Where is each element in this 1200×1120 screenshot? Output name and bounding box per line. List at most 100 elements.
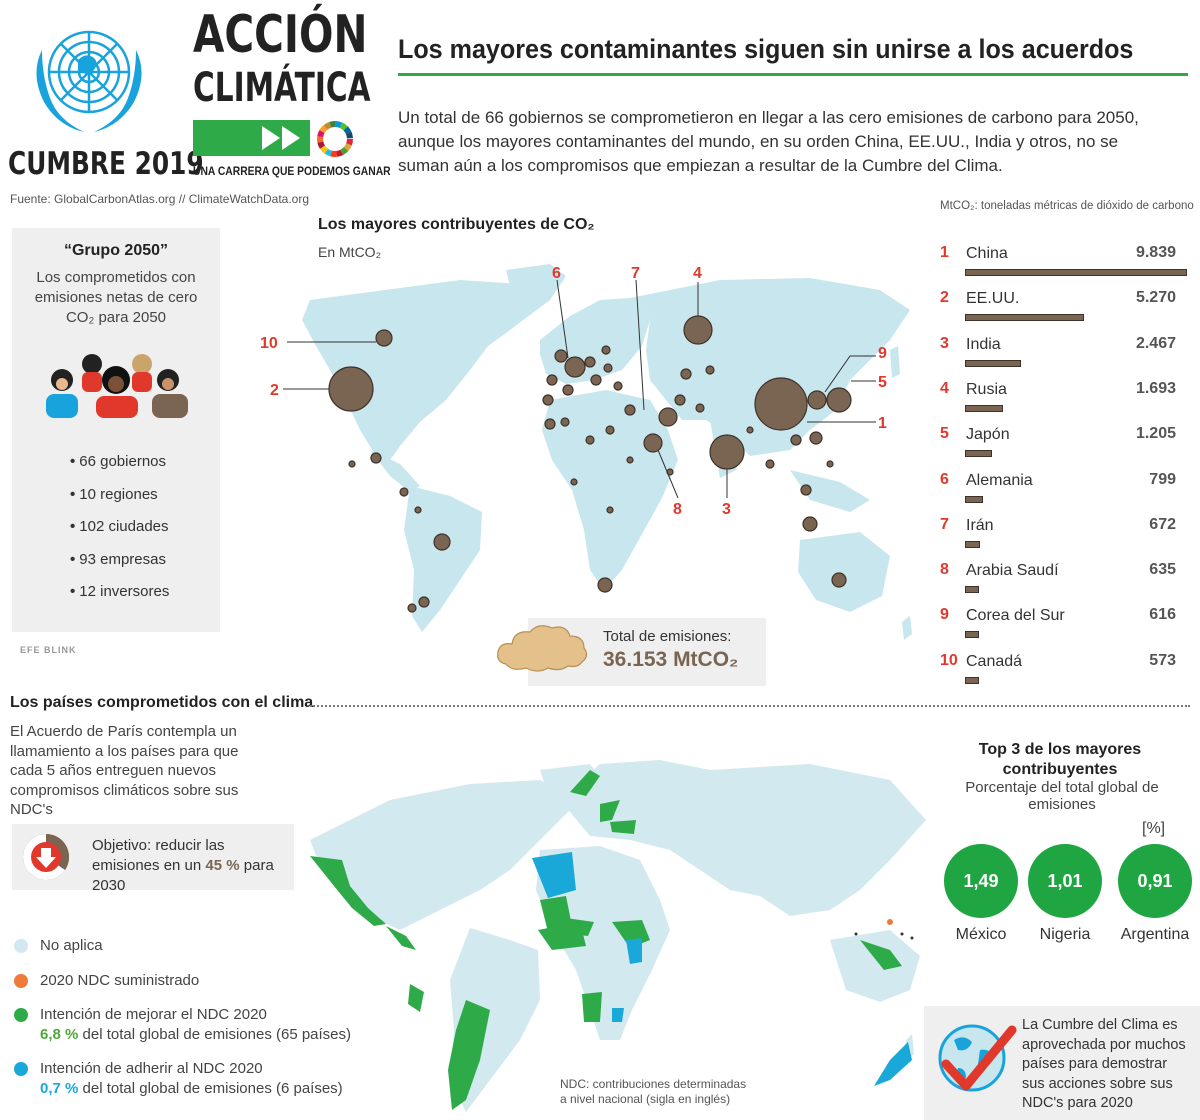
agency-credit: EFE BLINK xyxy=(20,645,77,655)
rank-bar xyxy=(965,676,979,684)
legend-item: No aplica xyxy=(14,936,354,980)
rank-number: 5 xyxy=(940,425,949,443)
list-item: • 102 ciudades xyxy=(70,518,169,535)
headline-rule xyxy=(398,73,1188,76)
rank-bar xyxy=(965,495,983,503)
summit-text: La Cumbre del Clima es aprovechada por m… xyxy=(1022,1017,1186,1111)
rank-number: 2 xyxy=(940,289,949,307)
cumbre-title: CUMBRE 2019 xyxy=(8,146,204,182)
map-emissions-title: Los mayores contribuyentes de CO₂ xyxy=(318,216,595,233)
rank-value: 799 xyxy=(1149,470,1176,488)
source-note: Fuente: GlobalCarbonAtlas.org // Climate… xyxy=(10,192,310,206)
unit-note: MtCO₂: toneladas métricas de dióxido de … xyxy=(940,200,1194,212)
rank-country: Arabia Saudí xyxy=(966,562,1059,580)
rank-number: 10 xyxy=(940,651,958,669)
rank-bar xyxy=(965,314,1084,322)
objective-text: Objetivo: reducir las emisiones en un 45… xyxy=(92,837,274,894)
top3-title: Top 3 de los mayores contribuyentes xyxy=(978,741,1142,778)
callout-numbers: 1 2 3 4 5 6 7 8 9 10 xyxy=(260,265,887,518)
rank-bar xyxy=(965,269,1187,276)
bubble-usa xyxy=(328,366,374,412)
rank-value: 9.839 xyxy=(1135,244,1176,261)
ranking-row: 1 China 9.839 xyxy=(940,244,1190,289)
bubble-japan xyxy=(826,387,852,413)
legend-percent: 0,7 % xyxy=(40,1080,79,1097)
legend-swatch xyxy=(14,974,28,988)
list-item-number: 10 xyxy=(79,485,96,503)
total-emissions-value: 36.153 MtCO₂ xyxy=(603,648,739,671)
bubble-india xyxy=(709,434,745,470)
paris-agreement-description: El Acuerdo de París contempla un llamami… xyxy=(10,723,239,818)
ranking-row: 3 India 2.467 xyxy=(940,335,1190,380)
rank-value: 573 xyxy=(1149,651,1176,669)
top3-unit: [%] xyxy=(1142,820,1166,837)
list-item-number: 102 xyxy=(79,518,105,535)
bubble-china xyxy=(754,377,808,431)
bubble-russia xyxy=(683,315,713,345)
callout-9: 9 xyxy=(878,345,887,362)
rank-value: 672 xyxy=(1149,515,1176,533)
rank-country: EE.UU. xyxy=(966,290,1020,308)
rank-country: Rusia xyxy=(966,380,1007,398)
ranking-row: 5 Japón 1.205 xyxy=(940,425,1190,470)
ranking-row: 2 EE.UU. 5.270 xyxy=(940,289,1190,334)
rank-bar xyxy=(965,631,979,639)
rank-country: Japón xyxy=(966,426,1010,444)
ranking-row: 10 Canadá 573 xyxy=(940,652,1190,697)
list-item: • 12 inversores xyxy=(70,583,170,600)
section-divider xyxy=(310,705,1190,707)
ndc-world-map xyxy=(310,760,926,1112)
emission-bubbles xyxy=(328,315,852,613)
bubble-iran xyxy=(658,407,678,427)
top3-circle: 1,49 xyxy=(944,844,1018,918)
ranking-row: 8 Arabia Saudí 635 xyxy=(940,561,1190,606)
rank-country: Canadá xyxy=(966,652,1023,670)
list-item-label: gobiernos xyxy=(100,453,167,470)
rank-country: Irán xyxy=(966,516,994,534)
legend-swatch xyxy=(14,1062,28,1076)
cloud-icon xyxy=(497,625,588,672)
rank-number: 9 xyxy=(940,606,949,624)
rank-country: China xyxy=(966,245,1008,262)
bubble-germany xyxy=(564,356,586,378)
committed-countries-title: Los países comprometidos con el clima xyxy=(10,694,314,711)
callout-1: 1 xyxy=(878,415,887,432)
list-item-label: empresas xyxy=(100,550,166,568)
rank-bar xyxy=(965,404,1003,412)
rank-value: 5.270 xyxy=(1135,289,1176,307)
legend-text: No aplica xyxy=(40,937,103,954)
rank-value: 616 xyxy=(1149,606,1176,624)
rank-number: 7 xyxy=(940,515,949,533)
grupo-2050-panel xyxy=(12,228,220,632)
globe-checkmark-icon xyxy=(938,1024,1017,1092)
rank-bar xyxy=(965,586,979,594)
intro-paragraph: Un total de 66 gobiernos se comprometier… xyxy=(398,108,1139,175)
legend-percent: 6,8 % xyxy=(40,1026,79,1043)
rank-bar xyxy=(965,359,1021,367)
list-item-number: 12 xyxy=(79,583,96,600)
top3-circle: 0,91 xyxy=(1118,844,1192,918)
objective-percent: 45 % xyxy=(205,857,240,874)
callout-lines xyxy=(283,279,876,499)
callout-5: 5 xyxy=(878,374,887,391)
list-item: • 10 regiones xyxy=(70,485,158,503)
adhere-ndc-countries xyxy=(532,852,912,1086)
un-emblem-logo xyxy=(36,30,142,132)
legend-item: 2020 NDC suministrado xyxy=(14,971,354,1015)
rank-value: 2.467 xyxy=(1135,334,1176,352)
rank-country: Corea del Sur xyxy=(966,607,1065,625)
top3-circle: 1,01 xyxy=(1028,844,1102,918)
rank-bar xyxy=(965,540,980,548)
grupo-2050-description: Los comprometidos con emisiones netas de… xyxy=(34,269,198,326)
ranking-row: 4 Rusia 1.693 xyxy=(940,380,1190,425)
total-emissions-label: Total de emisiones: xyxy=(603,628,732,645)
ndc-supplied-marker xyxy=(887,919,893,925)
legend-item: Intención de adherir al NDC 2020 0,7 % de… xyxy=(14,1059,354,1103)
accion-title: ACCIÓN xyxy=(193,5,368,65)
fast-forward-icon xyxy=(258,120,310,156)
list-item: • 66 gobiernos xyxy=(70,453,167,470)
ranking-row: 7 Irán 672 xyxy=(940,516,1190,561)
rank-value: 635 xyxy=(1149,561,1176,579)
list-item-number: 66 xyxy=(79,453,96,470)
climatica-title: CLIMÁTICA xyxy=(193,65,371,111)
